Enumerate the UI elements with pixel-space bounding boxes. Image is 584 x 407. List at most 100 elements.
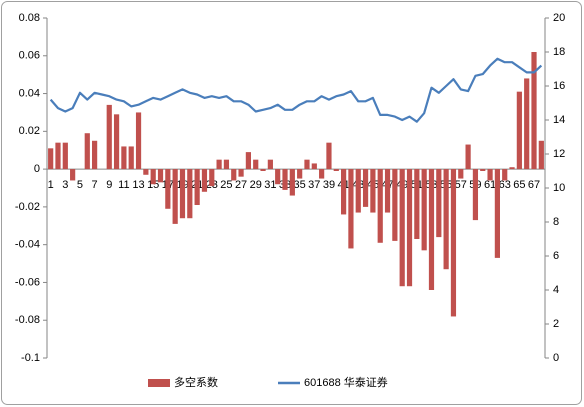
y2-tick-label: 18 <box>553 46 565 58</box>
bar <box>355 169 361 213</box>
bar <box>443 169 449 270</box>
bar <box>260 169 266 171</box>
bar <box>480 169 486 171</box>
bar <box>238 169 244 177</box>
bar <box>179 169 186 219</box>
bar <box>70 169 76 181</box>
x-tick-label: 39 <box>323 179 335 191</box>
y2-tick-label: 8 <box>553 216 559 228</box>
y2-tick-label: 2 <box>553 318 559 330</box>
x-tick-label: 31 <box>264 179 276 191</box>
bar <box>150 169 156 185</box>
y-tick-label: 0.08 <box>19 12 40 24</box>
bar <box>319 169 325 179</box>
y2-tick-label: 0 <box>553 352 559 364</box>
bar <box>201 169 208 192</box>
bar <box>304 159 310 170</box>
bar <box>143 169 149 175</box>
bar <box>157 169 164 183</box>
bar <box>524 78 530 170</box>
bar <box>326 142 332 170</box>
x-tick-label: 37 <box>308 179 320 191</box>
bar <box>392 169 398 241</box>
y-tick-label: 0.04 <box>19 87 40 99</box>
bar <box>538 140 544 170</box>
bar <box>406 169 413 287</box>
x-tick-label: 25 <box>220 179 232 191</box>
bar <box>509 167 515 170</box>
x-tick-label: 63 <box>499 179 511 191</box>
bar <box>187 169 193 219</box>
bar <box>502 169 508 181</box>
y-tick-label: 0.06 <box>19 50 40 62</box>
bar <box>194 169 200 205</box>
bar <box>216 159 222 170</box>
bar <box>399 169 405 287</box>
bar <box>428 169 435 290</box>
bar <box>231 169 237 181</box>
bar <box>135 112 142 170</box>
bar <box>370 169 376 213</box>
bar <box>333 169 339 171</box>
y-tick-label: -0.06 <box>15 276 40 288</box>
y2-tick-label: 20 <box>553 12 565 24</box>
bar <box>121 146 127 170</box>
bar <box>458 169 464 179</box>
bar <box>348 169 354 249</box>
bar <box>341 169 347 215</box>
x-tick-label: 3 <box>62 179 68 191</box>
bar <box>55 142 61 170</box>
x-tick-label: 5 <box>77 179 83 191</box>
bar <box>289 169 295 196</box>
bar <box>436 169 442 238</box>
bar <box>494 169 500 258</box>
bar <box>92 140 98 170</box>
bar <box>384 169 391 213</box>
y-tick-label: 0.02 <box>19 125 40 137</box>
line <box>49 57 543 123</box>
x-tick-label: 27 <box>235 179 247 191</box>
bar <box>472 169 479 221</box>
bar <box>253 159 259 170</box>
bar <box>84 133 90 170</box>
bar <box>282 169 288 190</box>
x-tick-label: 9 <box>106 179 112 191</box>
bar <box>128 146 134 170</box>
bar <box>362 169 369 207</box>
y-tick-label: -0.04 <box>15 239 40 251</box>
y2-tick-label: 4 <box>553 284 559 296</box>
bar <box>377 169 383 243</box>
bar <box>311 163 317 170</box>
bar <box>531 52 537 170</box>
x-tick-label: 65 <box>513 179 525 191</box>
x-tick-label: 35 <box>294 179 306 191</box>
y-tick-label: -0.02 <box>15 201 40 213</box>
y-tick-label: 0 <box>34 163 40 175</box>
bar <box>414 169 420 239</box>
x-tick-label: 15 <box>147 179 159 191</box>
y-tick-label: -0.08 <box>15 314 40 326</box>
y2-tick-label: 10 <box>553 182 565 194</box>
bar <box>245 152 251 170</box>
bar <box>516 91 522 170</box>
x-tick-label: 1 <box>48 179 54 191</box>
y2-tick-label: 12 <box>553 148 565 160</box>
x-tick-label: 13 <box>132 179 144 191</box>
bar <box>172 169 178 224</box>
bar <box>275 169 281 185</box>
x-tick-label: 67 <box>528 179 540 191</box>
bar <box>450 169 457 317</box>
bar <box>223 159 230 170</box>
y2-tick-label: 14 <box>553 114 565 126</box>
bar <box>465 144 471 170</box>
y2-tick-label: 6 <box>553 250 559 262</box>
y-tick-label: -0.1 <box>21 352 40 364</box>
bar <box>209 169 215 187</box>
x-tick-label: 7 <box>92 179 98 191</box>
legend-label: 601688 华泰证券 <box>304 375 388 389</box>
x-tick-label: 61 <box>484 179 496 191</box>
bar <box>267 159 273 170</box>
x-tick-label: 11 <box>118 179 129 191</box>
